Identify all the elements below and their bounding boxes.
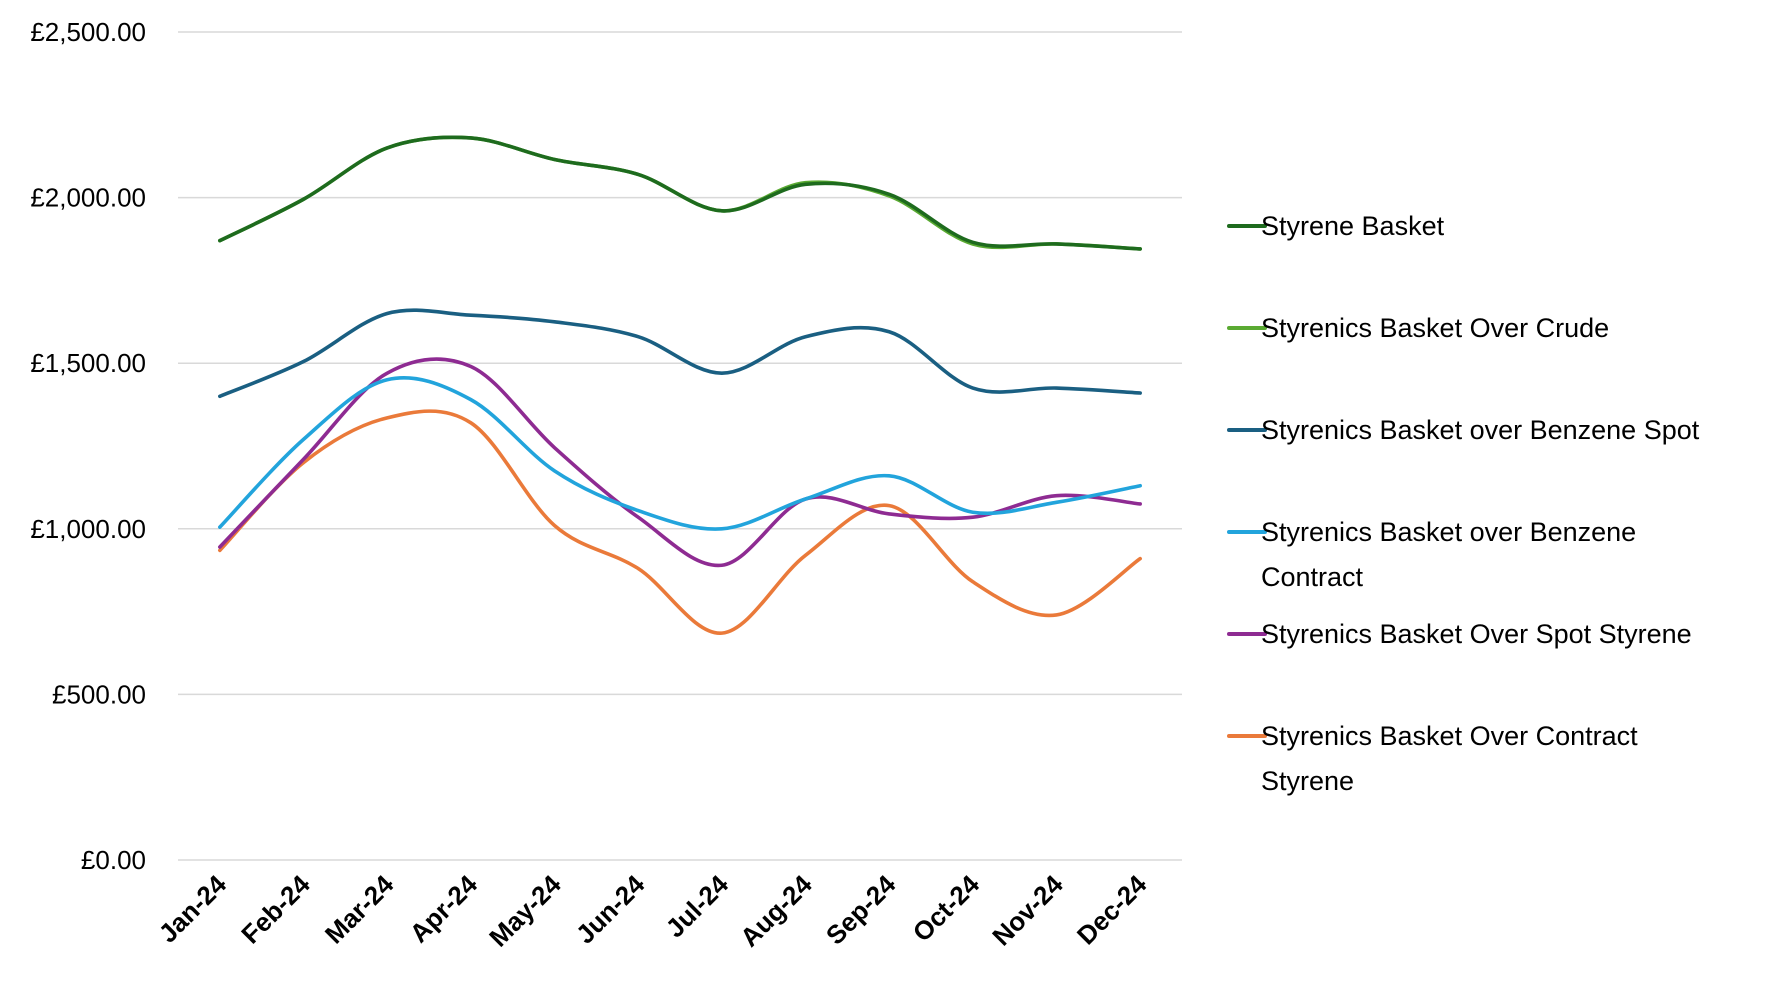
y-tick-label: £1,000.00 [30,514,146,544]
legend-label-0: Styrene Basket [1261,211,1445,241]
x-tick-label: Apr-24 [404,869,484,949]
legend-label-3: Contract [1261,562,1364,592]
series-line-2 [218,308,1142,399]
x-tick-label: Jun-24 [570,869,651,950]
x-tick-label: Jan-24 [153,869,233,949]
x-tick-label: Dec-24 [1071,869,1153,951]
x-tick-label: Nov-24 [986,869,1069,952]
legend-label-2: Styrenics Basket over Benzene Spot [1261,415,1700,445]
gridlines [178,31,1182,861]
x-tick-label: Jul-24 [660,869,735,944]
y-tick-label: £2,500.00 [30,17,146,47]
series-lines [218,135,1142,635]
legend-label-3: Styrenics Basket over Benzene [1261,517,1636,547]
x-tick-label: Sep-24 [820,869,902,951]
y-tick-label: £0.00 [81,845,146,875]
legend-label-5: Styrene [1261,766,1354,796]
x-tick-label: Mar-24 [319,869,400,950]
series-line-0 [218,135,1142,251]
y-tick-label: £500.00 [52,679,146,709]
x-tick-label: May-24 [483,869,567,953]
series-line-1 [218,135,1142,251]
y-axis-ticks: £0.00 £500.00 £1,000.00 £1,500.00 £2,000.00 £… [30,17,146,875]
x-tick-label: Oct-24 [907,869,986,948]
x-tick-label: Aug-24 [734,869,818,953]
x-axis-ticks: Jan-24 Feb-24 Mar-24 Apr-24 May-24 Jun-24 Jul-… [153,869,1153,953]
series-line-3 [218,376,1142,531]
legend-label-5: Styrenics Basket Over Contract [1261,721,1638,751]
legend-label-1: Styrenics Basket Over Crude [1261,313,1609,343]
y-tick-label: £2,000.00 [30,183,146,213]
legend-label-4: Styrenics Basket Over Spot Styrene [1261,619,1692,649]
x-tick-label: Feb-24 [235,869,316,950]
series-line-5 [218,409,1142,635]
series-line-4 [218,357,1142,568]
legend: Styrene Basket Styrenics Basket Over Crud… [1227,211,1700,796]
y-tick-label: £1,500.00 [30,348,146,378]
